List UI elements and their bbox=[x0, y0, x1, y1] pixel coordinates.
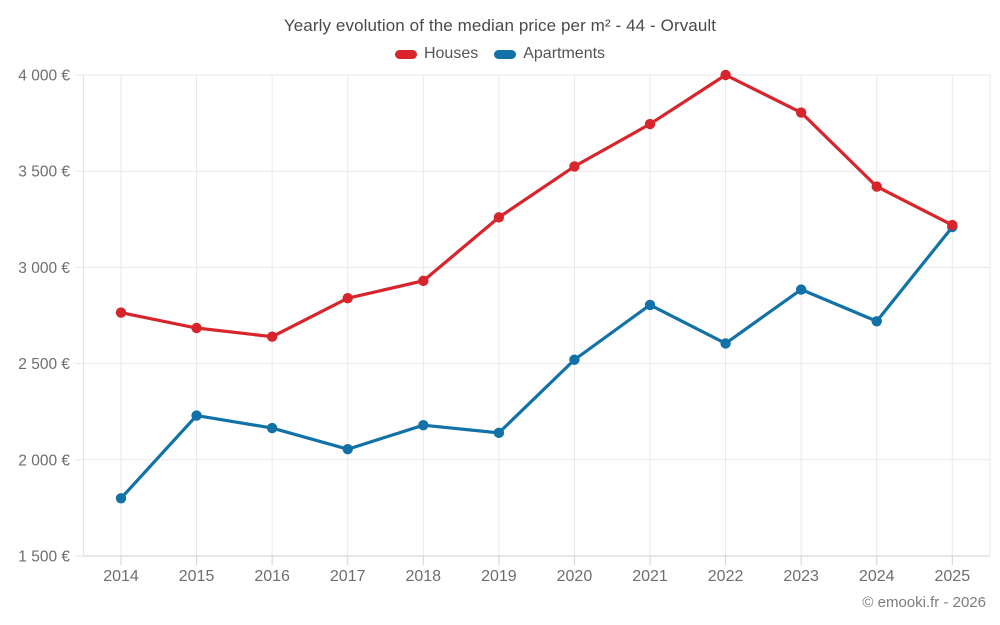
y-axis-label: 3 000 € bbox=[18, 260, 70, 277]
x-axis-label: 2015 bbox=[179, 568, 215, 585]
x-axis-label: 2023 bbox=[783, 568, 819, 585]
legend-item-apartments[interactable]: Apartments bbox=[494, 45, 605, 63]
y-axis-label: 1 500 € bbox=[18, 549, 70, 566]
x-axis-label: 2020 bbox=[557, 568, 593, 585]
houses-point-2016[interactable] bbox=[266, 331, 278, 342]
apartments-point-2018[interactable] bbox=[418, 419, 429, 431]
apartments-point-2017[interactable] bbox=[342, 444, 353, 455]
houses-point-2017[interactable] bbox=[342, 292, 353, 304]
x-axis-label: 2014 bbox=[103, 568, 139, 585]
copyright-credit: © emooki.fr - 2026 bbox=[862, 594, 986, 611]
y-axis-label: 2 500 € bbox=[18, 356, 70, 373]
houses-point-2024[interactable] bbox=[871, 181, 882, 192]
apartments-point-2020[interactable] bbox=[569, 354, 580, 365]
x-axis-label: 2025 bbox=[935, 568, 971, 585]
apartments-point-2019[interactable] bbox=[493, 427, 505, 439]
houses-line bbox=[119, 73, 954, 339]
apartments-point-2024[interactable] bbox=[871, 316, 882, 327]
houses-point-2020[interactable] bbox=[569, 161, 580, 172]
apartments-legend-swatch-icon bbox=[494, 49, 517, 59]
chart-legend: Houses Apartments bbox=[0, 45, 1000, 63]
x-axis-label: 2019 bbox=[481, 568, 517, 585]
y-axis-label: 4 000 € bbox=[18, 68, 70, 85]
x-axis-label: 2017 bbox=[330, 568, 366, 585]
chart-title: Yearly evolution of the median price per… bbox=[283, 16, 717, 35]
y-axis-label: 2 000 € bbox=[18, 452, 70, 469]
apartments-point-2016[interactable] bbox=[266, 422, 278, 434]
x-axis-label: 2021 bbox=[632, 568, 668, 585]
houses-point-2025[interactable] bbox=[947, 219, 958, 231]
apartments-line bbox=[119, 225, 954, 500]
apartments-point-2022[interactable] bbox=[720, 338, 731, 349]
houses-point-2022[interactable] bbox=[720, 69, 731, 81]
apartments-point-2014[interactable] bbox=[115, 493, 127, 504]
apartments-point-2023[interactable] bbox=[795, 284, 807, 295]
apartments-point-2015[interactable] bbox=[191, 410, 202, 421]
x-axis-label: 2018 bbox=[405, 568, 441, 585]
houses-point-2021[interactable] bbox=[644, 118, 656, 130]
houses-point-2015[interactable] bbox=[191, 322, 202, 334]
apartments-point-2021[interactable] bbox=[644, 299, 656, 311]
houses-point-2018[interactable] bbox=[418, 275, 429, 287]
houses-legend-swatch-icon bbox=[394, 49, 417, 59]
x-axis-label: 2024 bbox=[859, 568, 895, 585]
houses-point-2019[interactable] bbox=[493, 212, 505, 223]
y-axis-label: 3 500 € bbox=[18, 164, 70, 181]
legend-label-apartments: Apartments bbox=[523, 45, 606, 62]
x-axis-label: 2016 bbox=[254, 568, 290, 585]
houses-point-2014[interactable] bbox=[115, 307, 127, 318]
legend-item-houses[interactable]: Houses bbox=[394, 45, 479, 63]
x-axis-label: 2022 bbox=[708, 568, 744, 585]
legend-label-houses: Houses bbox=[423, 45, 479, 62]
houses-point-2023[interactable] bbox=[795, 107, 807, 118]
